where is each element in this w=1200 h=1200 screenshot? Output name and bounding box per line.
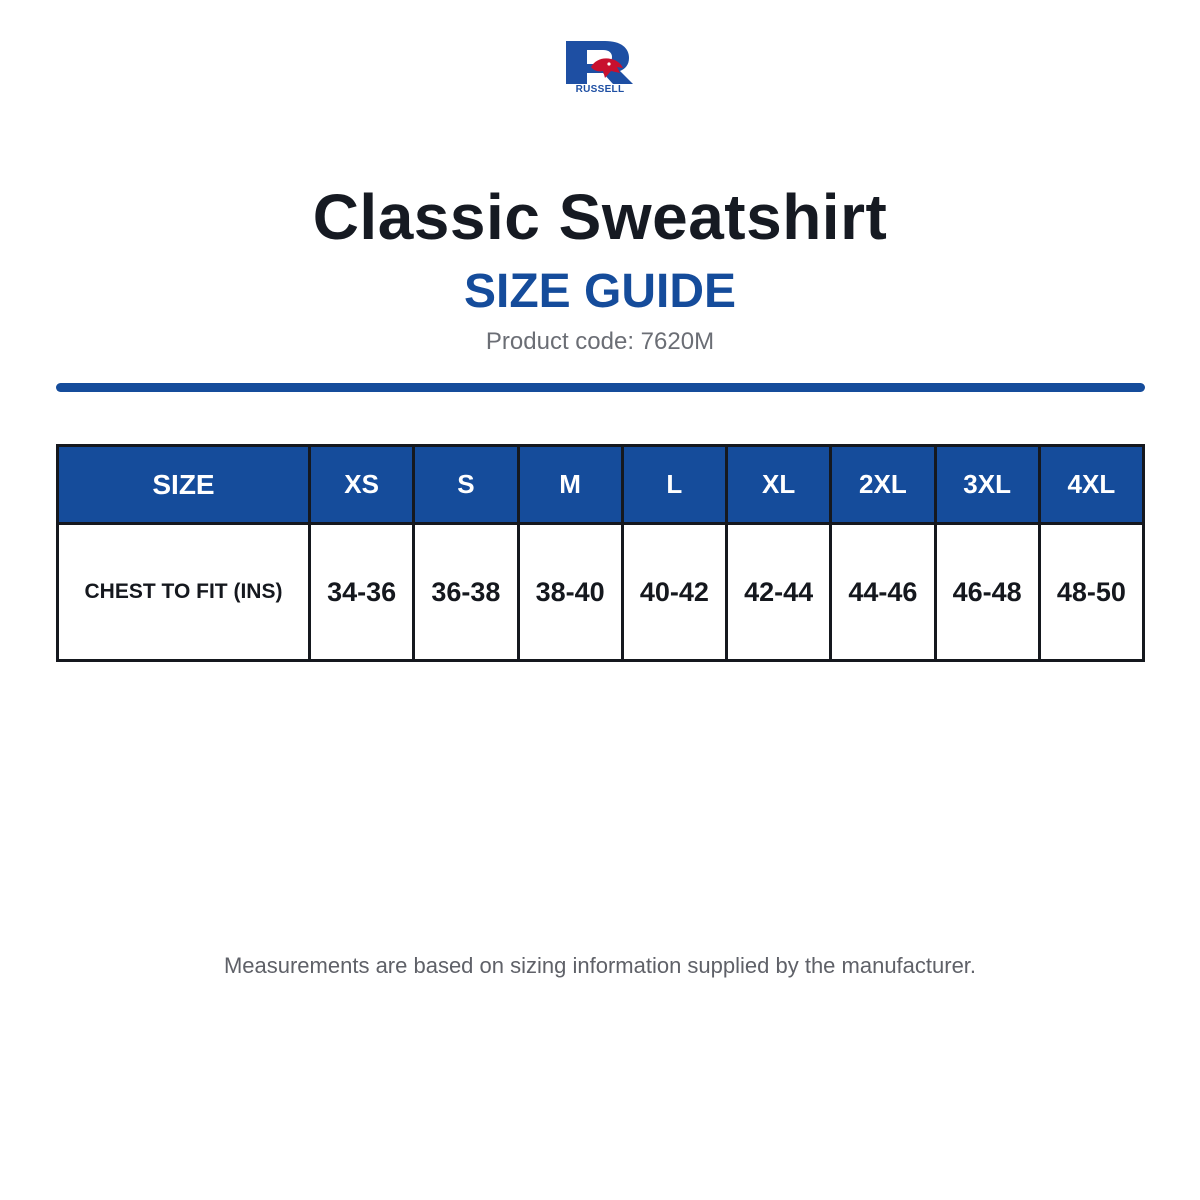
- manufacturer-note: Measurements are based on sizing informa…: [223, 953, 977, 978]
- brand-logo: RUSSELL: [565, 40, 635, 98]
- table-row: CHEST TO FIT (INS) 34-36 36-38 38-40 40-…: [56, 522, 1146, 662]
- measurement-value: 48-50: [1037, 522, 1146, 662]
- size-header-cell: 2XL: [829, 444, 937, 525]
- size-header-row: SIZE XS S M L XL 2XL 3XL 4XL: [56, 444, 1146, 525]
- size-guide-heading: SIZE GUIDE: [463, 265, 737, 318]
- size-header-cell: 4XL: [1037, 444, 1146, 525]
- size-header-cell: L: [620, 444, 729, 525]
- size-header-cell: XS: [307, 444, 416, 525]
- size-header-cell: S: [412, 444, 520, 525]
- header-divider: [56, 383, 1145, 392]
- size-header-cell: M: [516, 444, 624, 525]
- size-column-header: SIZE: [56, 444, 311, 525]
- measurement-value: 42-44: [724, 522, 833, 662]
- measurement-value: 40-42: [620, 522, 729, 662]
- measurement-value: 38-40: [516, 522, 624, 662]
- size-header-cell: 3XL: [933, 444, 1041, 525]
- product-title: Classic Sweatshirt: [312, 181, 888, 253]
- measurement-value: 36-38: [412, 522, 520, 662]
- measurement-value: 44-46: [829, 522, 937, 662]
- size-header-cell: XL: [724, 444, 833, 525]
- measurement-value: 46-48: [933, 522, 1041, 662]
- product-code: Product code: 7620M: [485, 328, 715, 355]
- brand-name: RUSSELL: [575, 84, 625, 95]
- eagle-r-logo-icon: [566, 41, 633, 84]
- measurement-value: 34-36: [307, 522, 416, 662]
- measurement-label: CHEST TO FIT (INS): [56, 522, 311, 662]
- size-table: SIZE XS S M L XL 2XL 3XL 4XL CHEST TO FI…: [56, 444, 1146, 662]
